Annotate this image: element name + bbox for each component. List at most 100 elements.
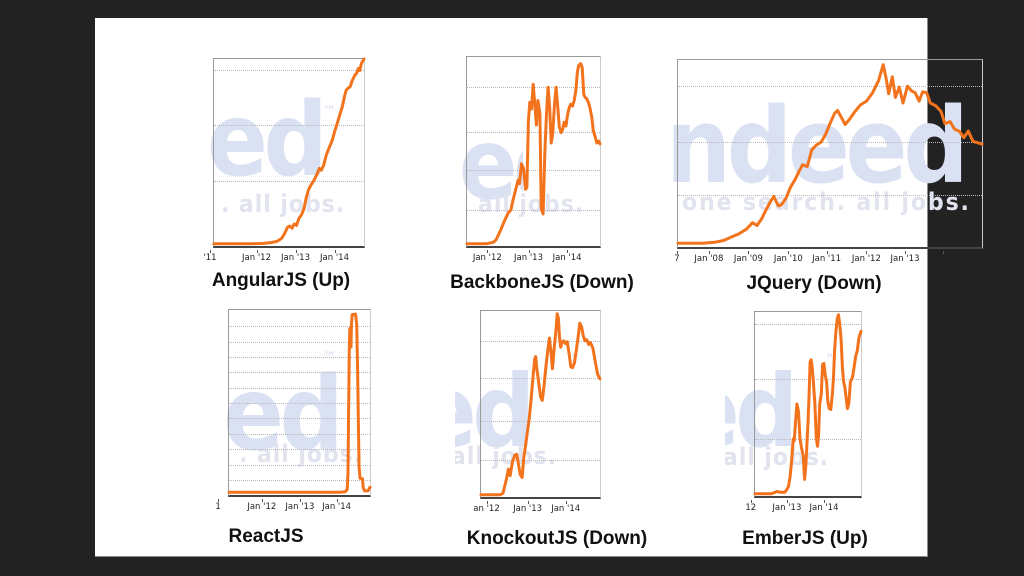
x-tick-label: Jan '14 [551,504,581,514]
chart-panel-jquery: ndeed ™ one search. all jobs. 7 Jan '08 Ja… [670,46,1000,303]
x-axis: 12 Jan '13 Jan '14 [745,500,862,516]
gridline [755,379,861,381]
x-tick-label: 7 [674,254,680,264]
trend-line [212,57,366,246]
trend-line-svg [753,313,863,496]
gridline [214,70,364,72]
x-axis: 7 Jan '08 Jan '09 Jan '10 Jan '11 Jan '12 Jan … [674,251,983,267]
x-tick-mark [218,499,220,502]
chart-panel-reactjs: ed ™ . all jobs. 1 Jan '12 Jan '13 Jan '14 … [205,300,397,563]
x-tick-mark [486,501,488,504]
x-tick-label: Jan '13 [890,254,920,264]
x-tick-label: Jan '13 [514,253,543,263]
gridline [481,378,600,379]
x-tick-label: an '12 [473,504,500,514]
plot-area [227,309,372,497]
trend-line [479,312,602,497]
x-tick-label: Jan '14 [928,254,958,264]
x-tick-mark [677,251,678,254]
x-tick-mark [210,250,211,253]
x-tick-label: Jan '14 [552,253,582,263]
chart-title: JQuery (Down) [746,273,882,294]
x-tick-label: Jan '13 [285,502,315,512]
indeed-watermark-tagline: . all jobs. [221,190,345,218]
trend-line [676,63,984,245]
indeed-watermark-tagline: . all jobs. [455,442,557,470]
x-tick-mark [708,251,710,254]
gridline [481,420,600,422]
x-tick-label: Jan '12 [851,254,881,264]
x-tick-label: Jan '14 [322,502,352,512]
x-tick-label: Jan '12 [247,502,277,512]
chart-title: EmberJS (Up) [742,528,868,549]
gridline [229,433,370,435]
trend-line-svg [465,62,602,246]
x-tick-mark [261,499,263,502]
x-tick-mark [567,250,569,253]
trend-line-svg [212,57,366,246]
x-tick-mark [487,250,489,253]
plot-area [212,57,366,248]
x-tick-mark [295,250,297,253]
x-tick-label: Jan '13 [513,504,543,514]
chart-title: ReactJS [228,526,304,547]
x-tick-label: Jan '12 [472,253,502,263]
x-tick-label: Jan '14 [320,253,349,263]
gridline [229,464,370,466]
x-tick-mark [299,499,301,502]
x-tick-label: 12 [745,503,757,513]
gridline [214,125,364,127]
gridline [481,340,600,342]
gridline [229,387,370,389]
chart-title: AngularJS (Up) [211,270,351,291]
indeed-watermark-tagline: . all jobs. [725,443,829,471]
x-tick-mark [527,501,529,504]
gridline [467,131,600,133]
trend-line-svg [676,63,984,245]
gridline [755,324,861,325]
gridline [678,86,982,88]
x-tick-label: Jan '13 [772,503,802,513]
gridline [229,418,370,420]
trend-line [465,62,602,246]
gridline [229,357,370,358]
gridline [678,142,982,144]
x-tick-mark [565,501,567,504]
plot-area [479,310,602,499]
x-tick-label: Jan '10 [773,254,803,264]
x-tick-mark [788,251,790,254]
trademark-icon: ™ [948,106,961,121]
trend-line [753,313,863,496]
x-tick-label: Jan '11 [812,254,842,264]
x-tick-label: Jan '08 [694,254,724,264]
x-axis: 1 Jan '12 Jan '13 Jan '14 [215,499,371,515]
gridline [467,210,600,212]
gridline [678,194,982,196]
gridline [481,459,600,461]
chart-title: KnockoutJS (Down) [466,528,648,549]
x-axis: Jan '12 Jan '13 Jan '14 [466,250,601,266]
chart-panel-angularjs: ed ™ . all jobs. '11 Jan '12 Jan '13 Jan '1… [191,46,381,303]
x-tick-mark [256,250,258,253]
x-tick-mark [866,251,868,254]
plot-area [465,56,602,248]
x-tick-mark [748,251,750,254]
indeed-watermark-letters: ed [725,353,798,470]
x-tick-label: '11 [203,253,217,263]
gridline [229,403,370,405]
x-tick-mark [528,250,530,253]
x-axis: '11 Jan '12 Jan '13 Jan '14 [203,250,365,266]
chart-title: BackboneJS (Down) [450,272,634,293]
x-tick-mark [336,499,338,502]
x-tick-mark [943,251,945,254]
trend-line [227,312,372,494]
x-tick-mark [826,251,828,254]
indeed-watermark-tagline: . all jobs. [239,440,363,468]
x-tick-label: 1 [215,502,221,512]
gridline [229,449,370,451]
x-tick-mark [750,500,752,503]
indeed-watermark-tagline: all jobs. [478,190,585,218]
